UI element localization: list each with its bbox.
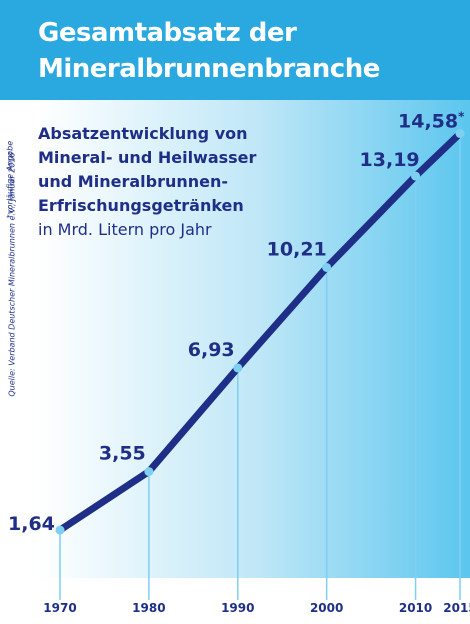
subtitle-unit-line: in Mrd. Litern pro Jahr [38,220,212,239]
data-point-1980 [144,467,154,477]
value-label-2015: 14,58* [398,109,465,132]
value-label-2010: 13,19 [360,149,420,171]
page-title-line-1: Gesamtabsatz der [38,18,297,48]
subtitle-line-2: Mineral- und Heilwasser [38,148,257,167]
axis-band [0,578,470,624]
subtitle-line-1: Absatzentwicklung von [38,124,248,143]
page-title-line-2: Mineralbrunnenbranche [38,54,380,84]
x-tick-2010: 2010 [399,601,432,615]
data-point-2010 [411,171,421,181]
x-tick-1980: 1980 [132,601,165,615]
data-point-1970 [55,525,65,535]
value-label-1970: 1,64 [8,513,55,535]
value-label-1990: 6,93 [188,339,235,361]
series-line [56,129,464,534]
value-labels: 1,64 3,55 6,93 10,21 13,19 14,58* [8,109,465,535]
x-tick-labels: 1970 1980 1990 2000 2010 2015 [43,601,470,615]
value-label-1980: 3,55 [99,443,146,465]
data-point-1990 [233,363,243,373]
subtitle-line-4: Erfrischungsgetränken [38,196,244,215]
drop-lines [59,133,461,600]
header-banner: Gesamtabsatz der Mineralbrunnenbranche [0,0,470,100]
value-label-2000: 10,21 [267,238,327,260]
data-point-2015 [455,128,465,138]
point-markers [55,128,465,535]
x-tick-1990: 1990 [221,601,254,615]
chart-background [0,100,470,624]
chart-subtitle: Absatzentwicklung von Mineral- und Heilw… [38,122,338,242]
data-point-2000 [322,262,332,272]
x-tick-2015: 2015 [443,601,470,615]
subtitle-line-3: und Mineralbrunnen- [38,172,229,191]
x-tick-2000: 2000 [310,601,343,615]
x-tick-1970: 1970 [43,601,76,615]
